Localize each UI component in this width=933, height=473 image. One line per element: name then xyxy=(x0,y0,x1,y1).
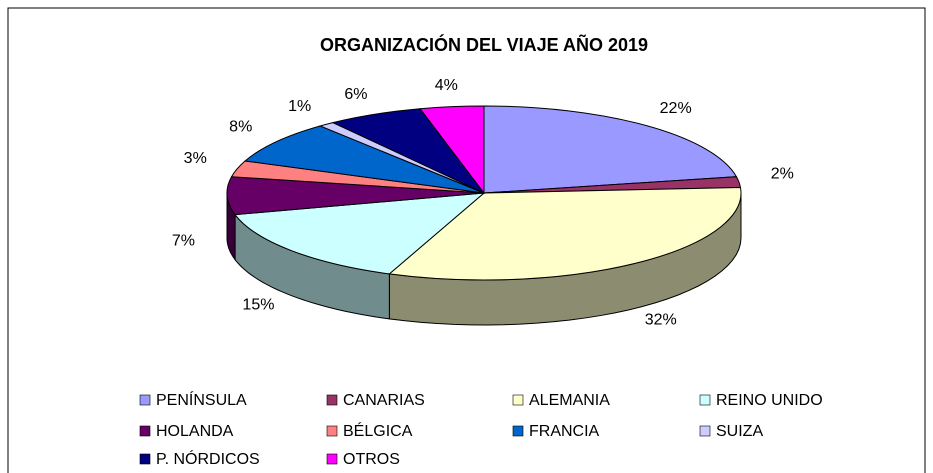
legend-label: BÉLGICA xyxy=(343,421,413,440)
data-label: 2% xyxy=(771,165,794,182)
data-label: 32% xyxy=(645,312,677,329)
slice xyxy=(483,105,738,194)
chart-title: ORGANIZACIÓN DEL VIAJE AÑO 2019 xyxy=(320,34,648,55)
chart-frame xyxy=(7,7,926,473)
legend-swatch xyxy=(512,425,524,437)
slice xyxy=(243,125,485,194)
legend-swatch xyxy=(699,394,711,406)
data-label: 4% xyxy=(435,77,458,94)
data-label: 8% xyxy=(229,118,252,135)
legend-label: CANARIAS xyxy=(343,392,425,409)
slice xyxy=(234,192,486,275)
slice-sides xyxy=(226,192,742,326)
legend-swatch xyxy=(326,425,338,437)
legend-label: ALEMANIA xyxy=(529,392,610,409)
slice xyxy=(388,187,742,281)
legend-label: PENÍNSULA xyxy=(156,390,247,409)
data-label: 15% xyxy=(242,297,274,314)
slice xyxy=(226,176,485,216)
legend-label: REINO UNIDO xyxy=(716,392,823,409)
data-label: 6% xyxy=(344,86,367,103)
legend-label: P. NÓRDICOS xyxy=(156,449,260,468)
legend-swatch xyxy=(699,425,711,437)
legend-swatch xyxy=(326,453,338,465)
data-label: 3% xyxy=(184,150,207,167)
data-label: 1% xyxy=(288,98,311,115)
legend-swatch xyxy=(139,425,151,437)
legend-swatch xyxy=(512,394,524,406)
data-label: 7% xyxy=(172,232,195,249)
legend-swatch xyxy=(139,394,151,406)
legend-label: HOLANDA xyxy=(156,423,234,440)
legend-swatch xyxy=(139,453,151,465)
legend-label: OTROS xyxy=(343,451,400,468)
legend-label: SUIZA xyxy=(716,423,763,440)
slice-tops xyxy=(226,105,742,281)
legend-swatch xyxy=(326,394,338,406)
slice xyxy=(419,105,485,195)
data-label: 22% xyxy=(660,100,692,117)
legend-label: FRANCIA xyxy=(529,423,600,440)
